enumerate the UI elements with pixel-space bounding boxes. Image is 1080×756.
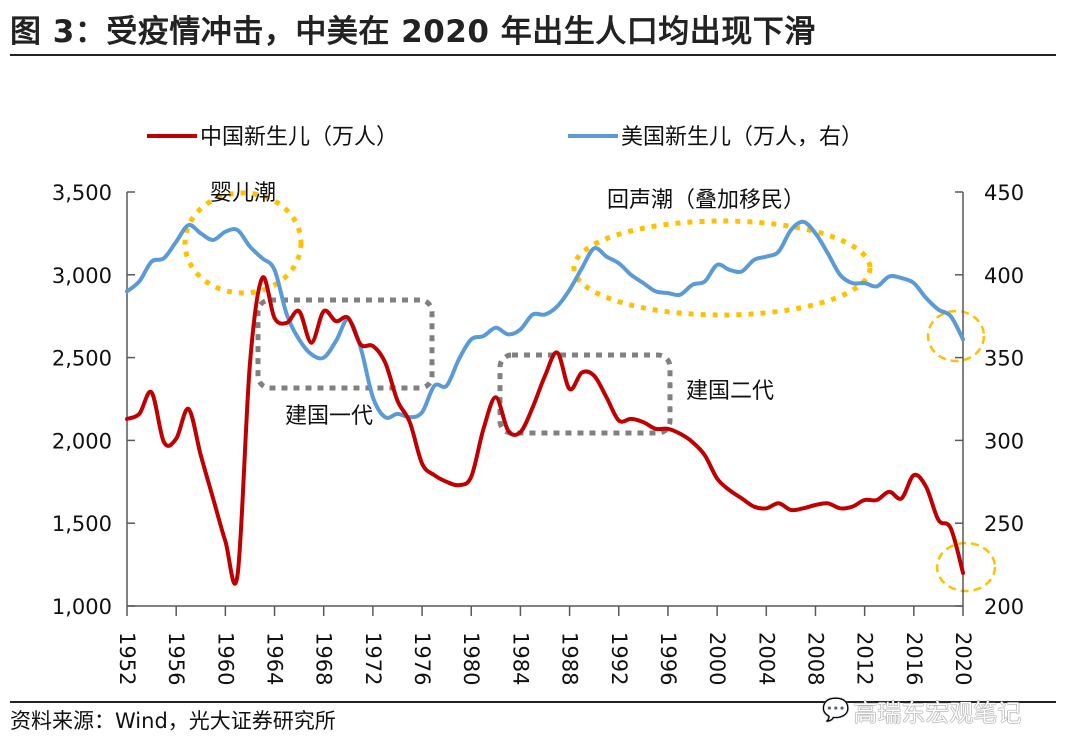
source-note: 资料来源：Wind，光大证券研究所 bbox=[10, 709, 336, 733]
left-y-ticks: 1,000 1,500 2,000 2,500 3,000 3,500 bbox=[52, 181, 135, 619]
right-y-tick-label: 250 bbox=[984, 512, 1024, 536]
x-tick-label: 1968 bbox=[312, 632, 336, 685]
x-tick-label: 1992 bbox=[607, 632, 631, 685]
left-y-tick-label: 2,500 bbox=[52, 347, 112, 371]
annotation-echo-boom: 回声潮（叠加移民） bbox=[607, 188, 805, 213]
watermark-text: 高瑞东宏观笔记 bbox=[853, 699, 1022, 727]
chart-title: 图 3：受疫情冲击，中美在 2020 年出生人口均出现下滑 bbox=[10, 14, 816, 50]
x-tick-label: 2020 bbox=[951, 632, 975, 685]
x-tick-label: 1964 bbox=[263, 632, 287, 685]
right-y-ticks: 200 250 300 350 400 450 bbox=[955, 181, 1024, 619]
echo-boom-ellipse bbox=[571, 218, 873, 318]
left-y-tick-label: 3,500 bbox=[52, 181, 112, 205]
annotations: 婴儿潮 建国一代 建国二代 回声潮（叠加移民） bbox=[182, 181, 997, 593]
annotation-second-generation: 建国二代 bbox=[686, 379, 774, 404]
right-y-tick-label: 350 bbox=[984, 347, 1024, 371]
x-tick-label: 1956 bbox=[164, 632, 188, 685]
left-y-tick-label: 1,000 bbox=[52, 595, 112, 619]
right-y-tick-label: 400 bbox=[984, 264, 1024, 288]
x-tick-label: 1988 bbox=[558, 632, 582, 685]
x-tick-label: 1984 bbox=[508, 632, 532, 685]
annotation-baby-boom: 婴儿潮 bbox=[210, 181, 276, 206]
x-tick-label: 1972 bbox=[361, 632, 385, 685]
annotation-founding-generation: 建国一代 bbox=[285, 404, 373, 429]
left-y-tick-label: 3,000 bbox=[52, 264, 112, 288]
series-group bbox=[125, 219, 965, 586]
x-tick-label: 1980 bbox=[459, 632, 483, 685]
x-tick-label: 1996 bbox=[656, 632, 680, 685]
axes bbox=[126, 192, 964, 607]
x-tick-label: 1976 bbox=[410, 632, 434, 685]
legend-china-label: 中国新生儿（万人） bbox=[200, 125, 398, 150]
china-births-line bbox=[125, 275, 965, 586]
legend-us-label: 美国新生儿（万人，右） bbox=[621, 125, 863, 150]
title-divider bbox=[10, 54, 1056, 56]
legend: 中国新生儿（万人） 美国新生儿（万人，右） bbox=[147, 125, 863, 150]
right-y-tick-label: 450 bbox=[984, 181, 1024, 205]
wechat-icon: 💬 bbox=[822, 698, 850, 723]
source-divider bbox=[10, 701, 1056, 703]
x-ticks: 1952 1956 1960 1964 1968 1972 1976 1980 1984 1988… bbox=[115, 606, 975, 685]
x-tick-label: 1952 bbox=[115, 632, 139, 685]
right-y-tick-label: 300 bbox=[984, 429, 1024, 453]
x-tick-label: 2012 bbox=[853, 632, 877, 685]
x-tick-label: 2016 bbox=[902, 632, 926, 685]
china-2020-dashed-circle bbox=[935, 541, 997, 593]
x-tick-label: 2004 bbox=[754, 632, 778, 685]
us-births-line bbox=[125, 219, 965, 420]
us-2020-dashed-circle bbox=[926, 309, 986, 363]
left-y-tick-label: 1,500 bbox=[52, 512, 112, 536]
baby-boom-circle bbox=[182, 190, 304, 296]
right-y-tick-label: 200 bbox=[984, 595, 1024, 619]
x-tick-label: 2000 bbox=[705, 632, 729, 685]
watermark: 💬 高瑞东宏观笔记 bbox=[822, 693, 1021, 728]
second-generation-box bbox=[497, 352, 673, 436]
founding-generation-box bbox=[255, 297, 435, 391]
x-tick-label: 1960 bbox=[213, 632, 237, 685]
left-y-tick-label: 2,000 bbox=[52, 429, 112, 453]
x-tick-label: 2008 bbox=[803, 632, 827, 685]
